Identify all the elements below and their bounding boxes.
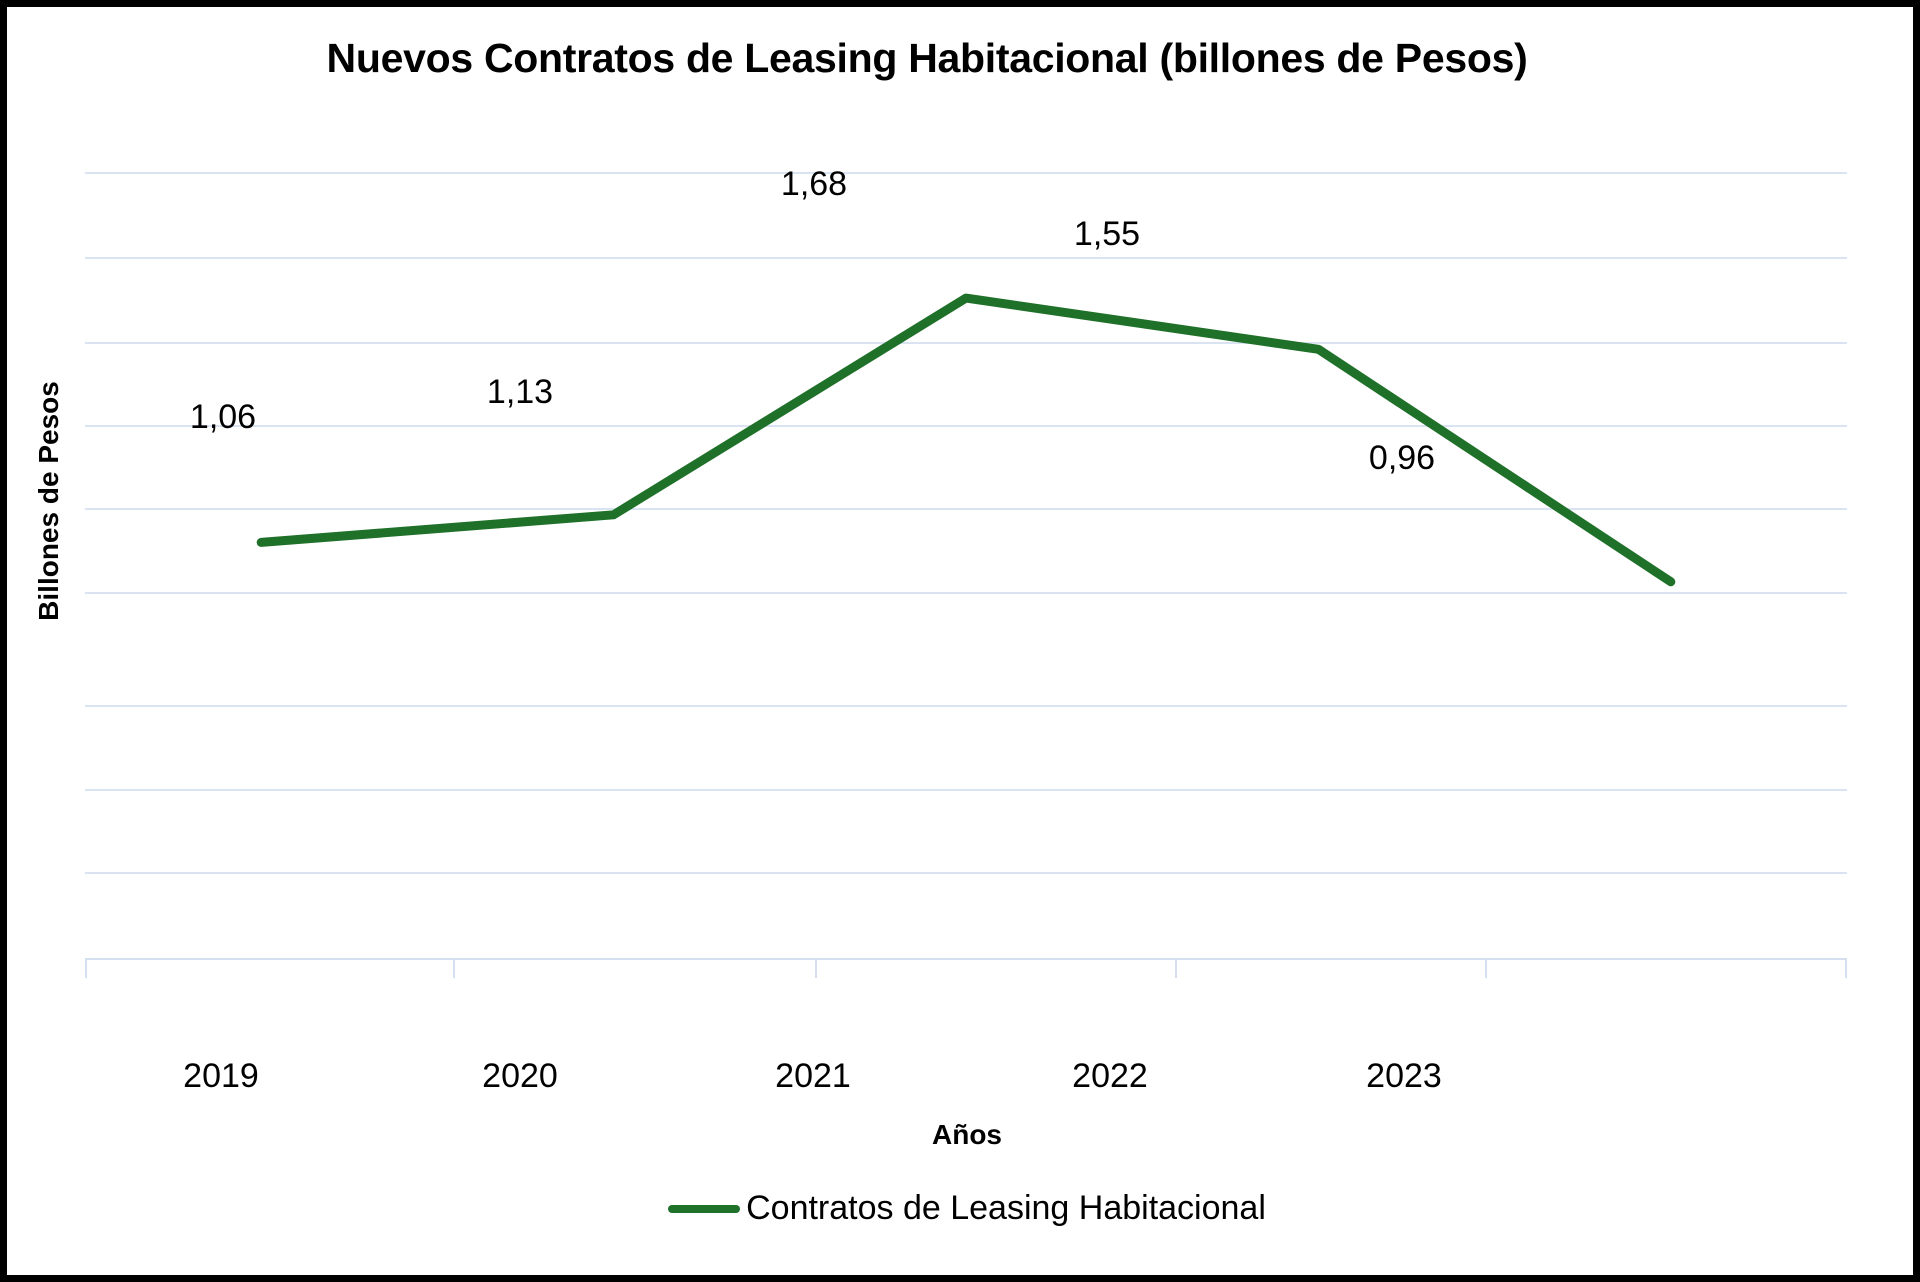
x-axis-tick (1175, 960, 1177, 978)
x-axis-tick (453, 960, 455, 978)
data-label-2022: 1,55 (1073, 215, 1141, 253)
gridline (85, 705, 1847, 707)
series-polyline (256, 293, 1676, 587)
x-axis-tick (1485, 960, 1487, 978)
chart-title-line-2: Pesos) (1394, 35, 1528, 81)
y-axis-title: Billones de Pesos (33, 381, 64, 621)
data-label-2020: 1,13 (486, 373, 554, 411)
x-axis-title: Años (932, 1119, 1002, 1150)
x-axis-label-2019: 2019 (183, 1057, 259, 1095)
x-axis-line (85, 958, 1847, 960)
gridline (85, 257, 1847, 259)
chart-title: Nuevos Contratos de Leasing Habitacional… (257, 29, 1597, 87)
x-axis-tick (1845, 960, 1847, 978)
data-label-2021: 1,68 (780, 165, 848, 203)
legend-line-swatch (668, 1204, 741, 1213)
data-label-2019: 1,06 (189, 398, 257, 436)
gridline (85, 789, 1847, 791)
x-axis-label-2022: 2022 (1072, 1057, 1148, 1095)
gridline (85, 592, 1847, 594)
gridline (85, 425, 1847, 427)
chart-title-line-1: Nuevos Contratos de Leasing Habitacional… (326, 35, 1384, 81)
x-axis-label-2023: 2023 (1366, 1057, 1442, 1095)
x-axis-label-2021: 2021 (775, 1057, 851, 1095)
gridline (85, 872, 1847, 874)
x-axis-tick (85, 960, 87, 978)
x-axis-tick (815, 960, 817, 978)
x-axis-label-2020: 2020 (482, 1057, 558, 1095)
data-label-2023: 0,96 (1368, 439, 1436, 477)
chart-legend: Contratos de Leasing Habitacional (7, 1189, 1913, 1228)
gridline (85, 342, 1847, 344)
plot-area (85, 172, 1847, 960)
legend-entry-label: Contratos de Leasing Habitacional (746, 1189, 1266, 1227)
gridline (85, 508, 1847, 510)
series-line-chart (256, 293, 1676, 587)
gridline (85, 172, 1847, 174)
